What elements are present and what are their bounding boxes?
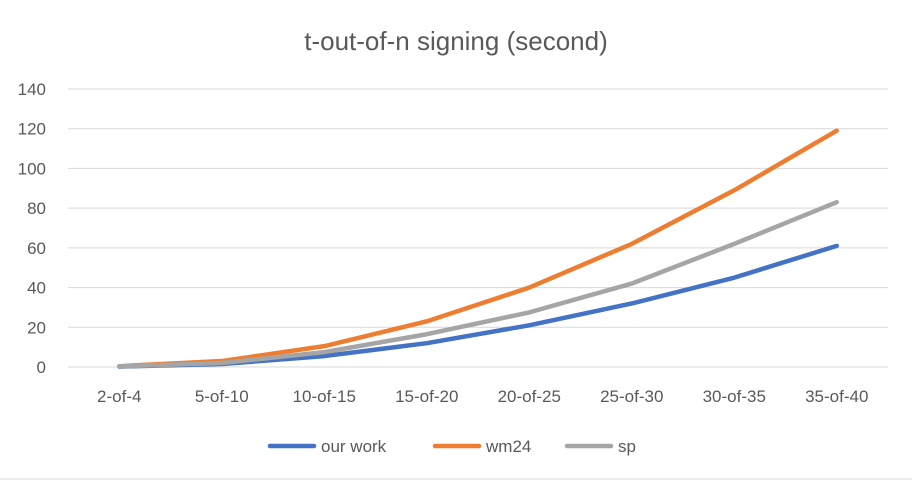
x-tick-label: 35-of-40	[805, 387, 868, 406]
chart-title: t-out-of-n signing (second)	[304, 26, 607, 56]
series-line-2	[117, 199, 839, 369]
legend: our work wm24 sp	[267, 437, 636, 456]
legend-label: our work	[321, 437, 387, 456]
series-line-1	[117, 128, 839, 369]
y-tick-label: 20	[27, 318, 46, 337]
y-tick-label: 60	[27, 239, 46, 258]
y-tick-label: 80	[27, 199, 46, 218]
x-tick-label: 30-of-35	[703, 387, 766, 406]
y-tick-label: 140	[18, 80, 46, 99]
legend-label: wm24	[485, 437, 531, 456]
x-tick-label: 15-of-20	[395, 387, 458, 406]
x-tick-label: 25-of-30	[600, 387, 663, 406]
series-lines	[117, 128, 839, 369]
x-axis-ticks: 2-of-4 5-of-10 10-of-15 15-of-20 20-of-25 25-…	[97, 387, 868, 406]
x-tick-label: 2-of-4	[97, 387, 141, 406]
legend-label: sp	[618, 437, 636, 456]
x-tick-label: 10-of-15	[293, 387, 356, 406]
x-tick-label: 5-of-10	[195, 387, 249, 406]
y-tick-label: 40	[27, 279, 46, 298]
x-tick-label: 20-of-25	[498, 387, 561, 406]
y-axis-ticks: 0 20 40 60 80 100 120 140	[18, 80, 46, 377]
gridlines	[68, 88, 888, 368]
y-tick-label: 120	[18, 120, 46, 139]
y-tick-label: 100	[18, 159, 46, 178]
y-tick-label: 0	[37, 358, 46, 377]
